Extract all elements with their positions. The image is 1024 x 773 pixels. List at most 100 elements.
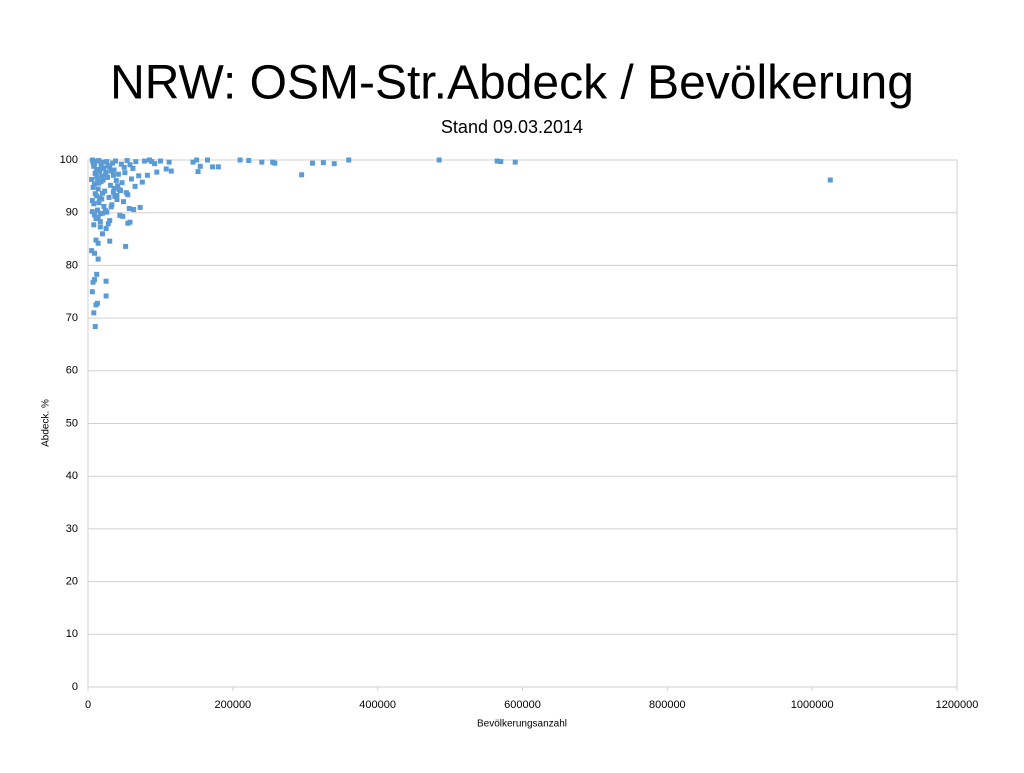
point [108, 168, 114, 174]
point [115, 183, 121, 189]
point [97, 169, 103, 175]
point [100, 177, 106, 183]
point [95, 214, 101, 220]
y-tick-label: 80 [66, 259, 78, 271]
point [97, 224, 103, 230]
point [114, 197, 120, 203]
point [128, 176, 134, 182]
point [103, 293, 109, 299]
point [89, 198, 95, 204]
point [92, 250, 98, 256]
x-tick-label: 200000 [214, 699, 251, 711]
point [144, 172, 150, 178]
y-tick-label: 100 [60, 154, 78, 166]
point [436, 157, 442, 163]
x-tick-label: 800000 [649, 699, 686, 711]
point [92, 161, 98, 167]
point [92, 181, 98, 187]
point [108, 204, 114, 210]
point [132, 183, 138, 189]
point [197, 163, 203, 169]
point [118, 188, 124, 194]
point [120, 213, 126, 219]
point [299, 172, 305, 178]
point [122, 170, 128, 176]
point [90, 279, 96, 285]
point [309, 160, 315, 166]
point [100, 159, 106, 165]
point [96, 158, 102, 164]
point [90, 184, 96, 190]
x-tick-label: 0 [85, 699, 91, 711]
point [101, 203, 107, 209]
point [98, 162, 104, 168]
point [147, 157, 153, 163]
point [95, 240, 101, 246]
point [127, 162, 133, 168]
point [94, 207, 100, 213]
point [118, 161, 124, 167]
y-tick-label: 10 [66, 628, 78, 640]
point [136, 173, 142, 179]
point [102, 208, 108, 214]
point [110, 160, 116, 166]
y-tick-label: 20 [66, 576, 78, 588]
point [163, 166, 169, 172]
point [131, 207, 137, 213]
point [94, 300, 100, 306]
point [92, 212, 98, 218]
point [512, 159, 518, 165]
point [96, 180, 102, 186]
point [494, 158, 500, 164]
point [107, 238, 113, 244]
point [89, 289, 95, 295]
point [92, 277, 98, 283]
point [92, 324, 98, 330]
point [105, 174, 111, 180]
point [113, 158, 119, 164]
point [121, 164, 127, 170]
point [94, 271, 100, 277]
chart-subtitle: Stand 09.03.2014 [441, 117, 583, 137]
point [111, 185, 117, 191]
point [103, 169, 109, 175]
point [89, 209, 95, 215]
point [346, 157, 352, 163]
point [115, 171, 121, 177]
point [259, 159, 265, 165]
y-tick-label: 60 [66, 365, 78, 377]
chart-title: NRW: OSM-Str.Abdeck / Bevölkerung [110, 57, 914, 110]
point [130, 165, 136, 171]
point [498, 159, 504, 165]
y-tick-label: 30 [66, 523, 78, 535]
point [157, 158, 163, 164]
point [114, 192, 120, 198]
point [125, 220, 131, 226]
point [103, 278, 109, 284]
point [204, 157, 210, 163]
point [96, 200, 102, 206]
point [107, 218, 113, 224]
point [246, 158, 252, 164]
point [104, 159, 110, 165]
point [123, 190, 129, 196]
point [110, 172, 116, 178]
point [94, 166, 100, 172]
point [102, 188, 108, 194]
x-axis-label: Bevölkerungsanzahl [477, 719, 567, 730]
x-tick-label: 1200000 [936, 699, 979, 711]
point [827, 177, 833, 183]
point [195, 169, 201, 175]
point [270, 159, 276, 165]
point [168, 168, 174, 174]
point [99, 210, 105, 216]
x-tick-label: 600000 [504, 699, 541, 711]
point [95, 256, 101, 262]
y-axis-label: Abdeck. % [41, 399, 52, 447]
y-tick-label: 70 [66, 312, 78, 324]
point [331, 161, 337, 167]
y-tick-label: 40 [66, 470, 78, 482]
point [194, 157, 200, 163]
